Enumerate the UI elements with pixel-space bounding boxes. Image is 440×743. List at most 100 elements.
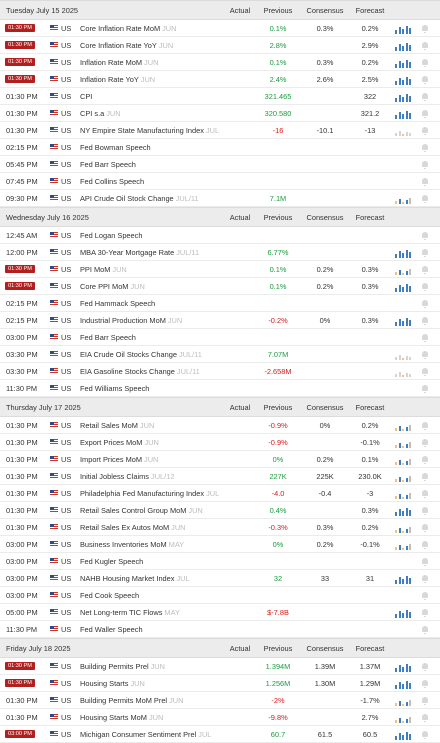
event-row[interactable]: 01:30 PM US Philadelphia Fed Manufacturing…: [0, 485, 440, 502]
event-name[interactable]: Net Long-term TIC Flows: [80, 608, 163, 617]
alert-bell-icon[interactable]: [422, 697, 428, 705]
sparkline-chart[interactable]: [395, 76, 413, 85]
event-name[interactable]: Fed Waller Speech: [80, 625, 143, 634]
event-row[interactable]: 01:30 PM US PPI MoM JUN 0.1% 0.2% 0.3%: [0, 261, 440, 278]
event-name[interactable]: EIA Crude Oil Stocks Change: [80, 350, 177, 359]
sparkline-chart[interactable]: [395, 575, 413, 584]
event-name[interactable]: Import Prices MoM: [80, 455, 143, 464]
event-name[interactable]: CPI s.a: [80, 109, 105, 118]
event-name-link[interactable]: CPI s.a JUN: [80, 109, 121, 118]
event-row[interactable]: 01:30 PM US Export Prices MoM JUN -0.9% -0.1%: [0, 434, 440, 451]
alert-bell-icon[interactable]: [422, 626, 428, 634]
event-name-link[interactable]: NY Empire State Manufacturing Index JUL: [80, 126, 219, 135]
event-name-link[interactable]: Building Permits MoM Prel JUN: [80, 696, 183, 705]
event-name-link[interactable]: Fed Logan Speech: [80, 231, 142, 240]
event-name[interactable]: Fed Hammack Speech: [80, 299, 156, 308]
event-name-link[interactable]: Fed Cook Speech: [80, 591, 139, 600]
event-name-link[interactable]: Fed Collins Speech: [80, 177, 144, 186]
alert-bell-icon[interactable]: [422, 663, 428, 671]
event-name-link[interactable]: Fed Kugler Speech: [80, 557, 143, 566]
event-name[interactable]: Export Prices MoM: [80, 438, 143, 447]
event-row[interactable]: 03:00 PM US NAHB Housing Market Index JUL 32…: [0, 570, 440, 587]
event-row[interactable]: 03:00 PM US Business Inventories MoM MAY 0% 0…: [0, 536, 440, 553]
event-name-link[interactable]: Fed Hammack Speech: [80, 299, 155, 308]
event-name[interactable]: Fed Bowman Speech: [80, 143, 151, 152]
event-name-link[interactable]: Fed Barr Speech: [80, 160, 136, 169]
event-name[interactable]: Housing Starts: [80, 679, 129, 688]
alert-bell-icon[interactable]: [422, 731, 428, 739]
event-name-link[interactable]: Retail Sales Ex Autos MoM JUN: [80, 523, 186, 532]
event-name-link[interactable]: Inflation Rate MoM JUN: [80, 58, 158, 67]
event-row[interactable]: 01:30 PM US NY Empire State Manufacturing …: [0, 122, 440, 139]
event-name-link[interactable]: Core Inflation Rate MoM JUN: [80, 24, 176, 33]
event-name[interactable]: Fed Williams Speech: [80, 384, 150, 393]
event-name-link[interactable]: Import Prices MoM JUN: [80, 455, 158, 464]
alert-bell-icon[interactable]: [422, 541, 428, 549]
alert-bell-icon[interactable]: [422, 232, 428, 240]
sparkline-chart[interactable]: [395, 507, 413, 516]
event-name[interactable]: Fed Barr Speech: [80, 333, 136, 342]
event-row[interactable]: 01:30 PM US Import Prices MoM JUN 0% 0.2% 0.1%: [0, 451, 440, 468]
sparkline-chart[interactable]: [395, 351, 413, 360]
alert-bell-icon[interactable]: [422, 422, 428, 430]
event-name-link[interactable]: Initial Jobless Claims JUL/12: [80, 472, 174, 481]
sparkline-chart[interactable]: [395, 541, 413, 550]
alert-bell-icon[interactable]: [422, 110, 428, 118]
event-name-link[interactable]: Michigan Consumer Sentiment Prel JUL: [80, 730, 211, 739]
event-row[interactable]: 03:30 PM US EIA Crude Oil Stocks Change JUL…: [0, 346, 440, 363]
event-row[interactable]: 11:30 PM US Fed Waller Speech: [0, 621, 440, 638]
event-name-link[interactable]: Fed Barr Speech: [80, 333, 136, 342]
alert-bell-icon[interactable]: [422, 368, 428, 376]
event-row[interactable]: 12:00 PM US MBA 30-Year Mortgage Rate JUL/1…: [0, 244, 440, 261]
alert-bell-icon[interactable]: [422, 178, 428, 186]
event-row[interactable]: 01:30 PM US Initial Jobless Claims JUL/12 22…: [0, 468, 440, 485]
event-row[interactable]: 01:30 PM US Inflation Rate YoY JUN 2.4% 2.6% 2…: [0, 71, 440, 88]
alert-bell-icon[interactable]: [422, 249, 428, 257]
event-name[interactable]: Retail Sales Ex Autos MoM: [80, 523, 170, 532]
alert-bell-icon[interactable]: [422, 680, 428, 688]
event-row[interactable]: 01:30 PM US Core Inflation Rate YoY JUN 2.8%…: [0, 37, 440, 54]
event-row[interactable]: 01:30 PM US Core Inflation Rate MoM JUN 0.1%…: [0, 20, 440, 37]
event-name-link[interactable]: Core Inflation Rate YoY JUN: [80, 41, 173, 50]
event-row[interactable]: 02:15 PM US Fed Bowman Speech: [0, 139, 440, 156]
event-name[interactable]: Building Permits MoM Prel: [80, 696, 168, 705]
event-name[interactable]: NAHB Housing Market Index: [80, 574, 175, 583]
event-name-link[interactable]: NAHB Housing Market Index JUL: [80, 574, 190, 583]
event-name-link[interactable]: CPI: [80, 92, 92, 101]
event-name[interactable]: NY Empire State Manufacturing Index: [80, 126, 204, 135]
alert-bell-icon[interactable]: [422, 351, 428, 359]
event-row[interactable]: 01:30 PM US Retail Sales Control Group MoM…: [0, 502, 440, 519]
alert-bell-icon[interactable]: [422, 266, 428, 274]
event-row[interactable]: 05:45 PM US Fed Barr Speech: [0, 156, 440, 173]
event-name[interactable]: Fed Kugler Speech: [80, 557, 144, 566]
event-name[interactable]: Core PPI MoM: [80, 282, 129, 291]
event-row[interactable]: 01:30 PM US Retail Sales MoM JUN -0.9% 0% 0.2%: [0, 417, 440, 434]
alert-bell-icon[interactable]: [422, 59, 428, 67]
alert-bell-icon[interactable]: [422, 592, 428, 600]
event-row[interactable]: 01:30 PM US CPI 321.465 322: [0, 88, 440, 105]
event-row[interactable]: 03:00 PM US Michigan Consumer Sentiment Pr…: [0, 726, 440, 743]
alert-bell-icon[interactable]: [422, 714, 428, 722]
alert-bell-icon[interactable]: [422, 300, 428, 308]
event-name-link[interactable]: Retail Sales MoM JUN: [80, 421, 154, 430]
alert-bell-icon[interactable]: [422, 609, 428, 617]
event-name-link[interactable]: Philadelphia Fed Manufacturing Index JUL: [80, 489, 219, 498]
sparkline-chart[interactable]: [395, 439, 413, 448]
alert-bell-icon[interactable]: [422, 283, 428, 291]
event-row[interactable]: 07:45 PM US Fed Collins Speech: [0, 173, 440, 190]
alert-bell-icon[interactable]: [422, 575, 428, 583]
event-row[interactable]: 05:00 PM US Net Long-term TIC Flows MAY $-7.…: [0, 604, 440, 621]
event-name-link[interactable]: Net Long-term TIC Flows MAY: [80, 608, 180, 617]
sparkline-chart[interactable]: [395, 110, 413, 119]
event-row[interactable]: 02:15 PM US Fed Hammack Speech: [0, 295, 440, 312]
event-name-link[interactable]: MBA 30-Year Mortgage Rate JUL/11: [80, 248, 199, 257]
event-row[interactable]: 01:30 PM US Core PPI MoM JUN 0.1% 0.2% 0.3%: [0, 278, 440, 295]
alert-bell-icon[interactable]: [422, 524, 428, 532]
event-name[interactable]: Building Permits Prel: [80, 662, 149, 671]
event-name[interactable]: Fed Barr Speech: [80, 160, 136, 169]
sparkline-chart[interactable]: [395, 266, 413, 275]
event-name-link[interactable]: Fed Waller Speech: [80, 625, 143, 634]
sparkline-chart[interactable]: [395, 93, 413, 102]
sparkline-chart[interactable]: [395, 714, 413, 723]
sparkline-chart[interactable]: [395, 609, 413, 618]
